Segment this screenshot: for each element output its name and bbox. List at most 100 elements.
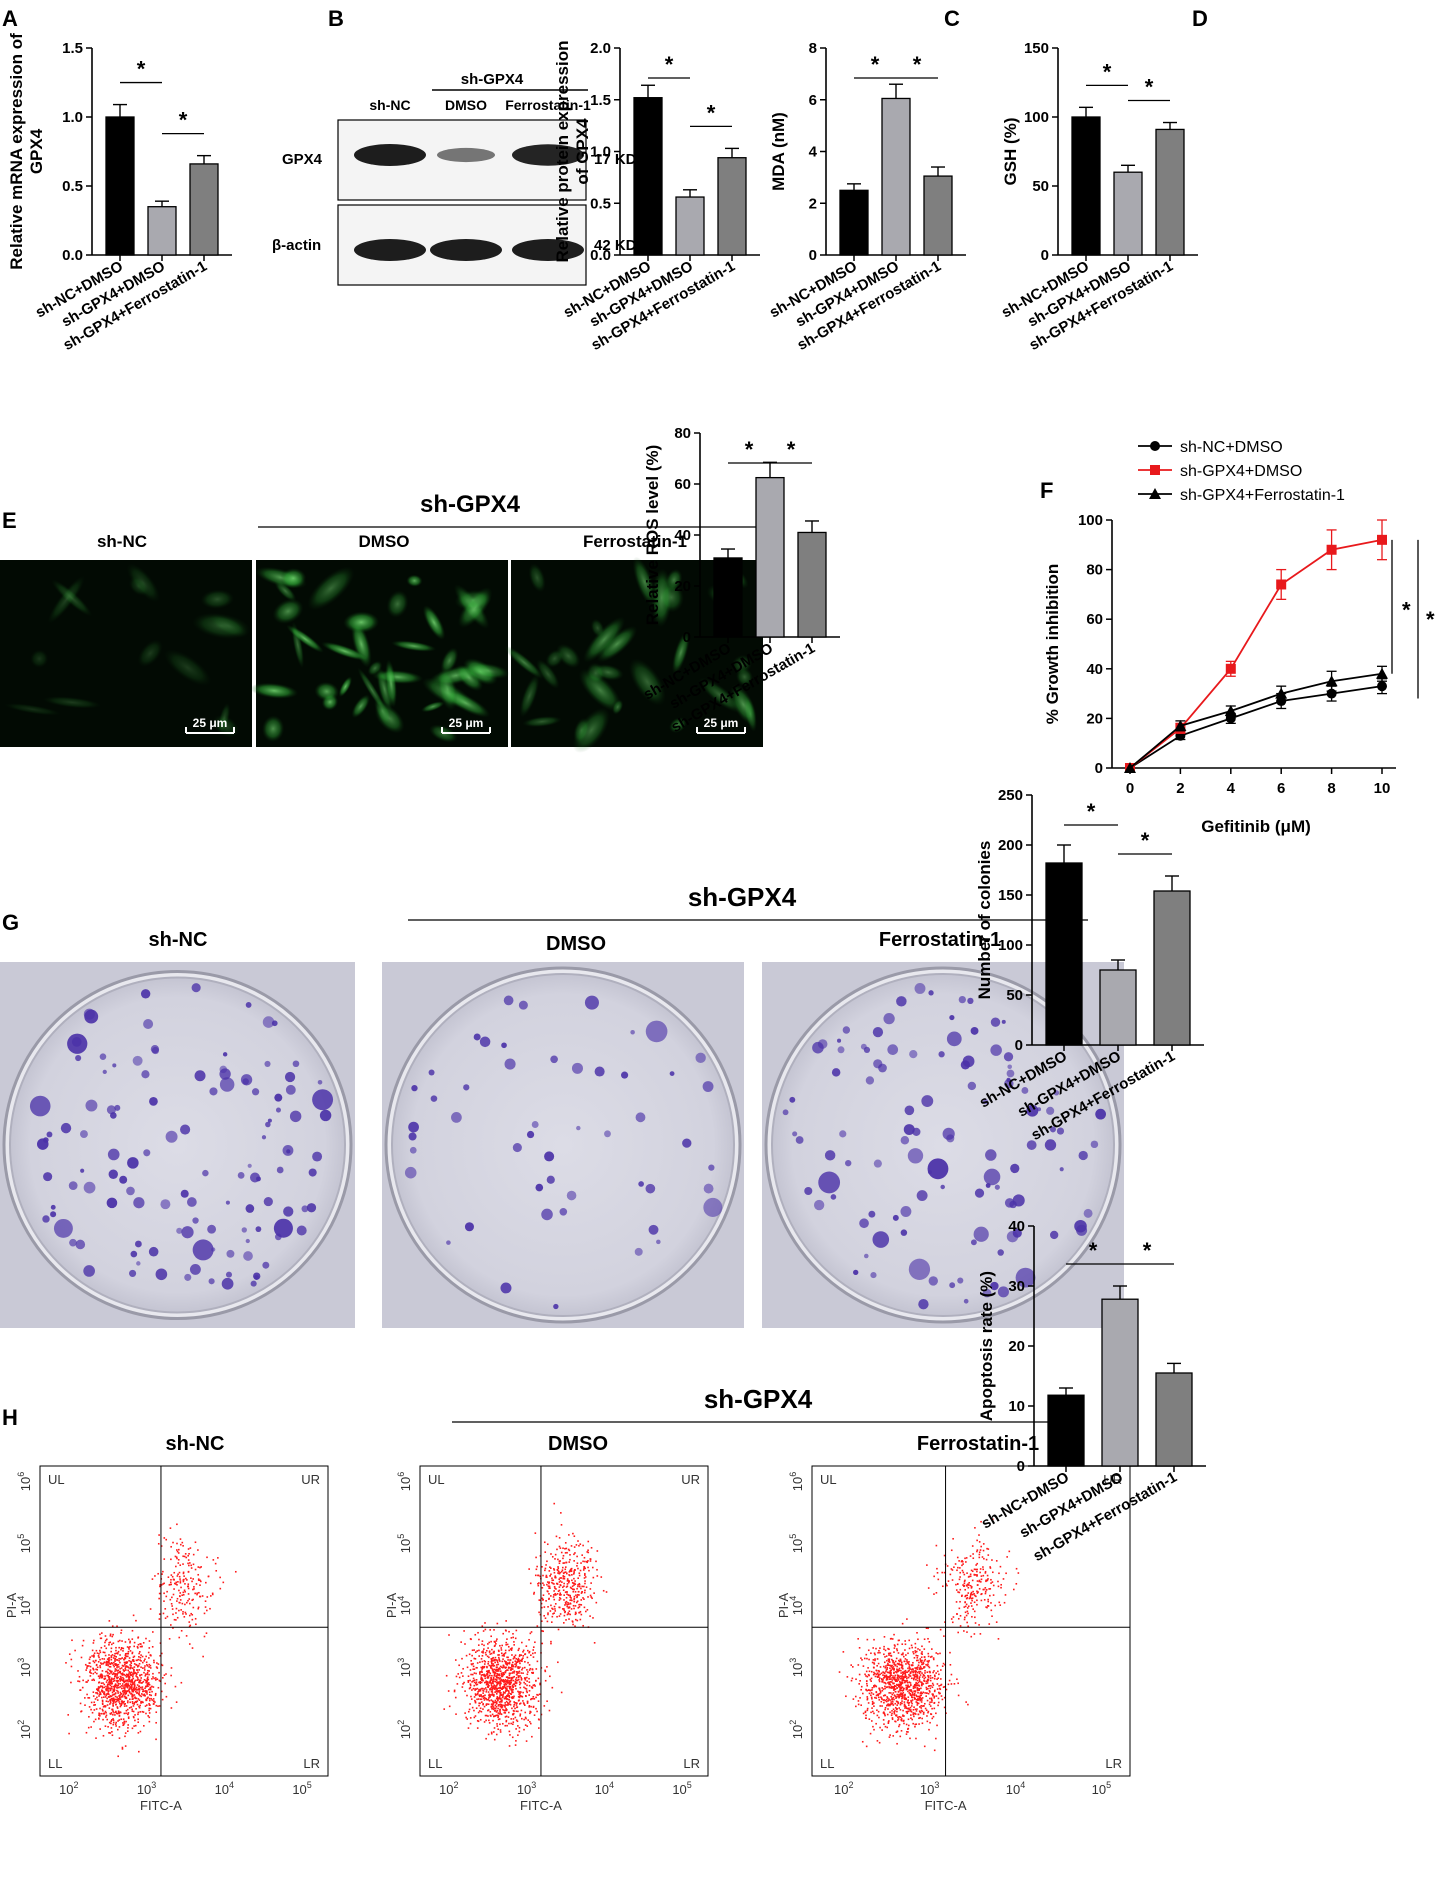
bar-2 — [675, 196, 705, 256]
event — [858, 1673, 861, 1676]
event — [149, 1654, 152, 1656]
event — [894, 1678, 897, 1681]
event — [497, 1718, 500, 1721]
event — [478, 1690, 480, 1692]
event — [964, 1601, 966, 1604]
event — [113, 1677, 116, 1680]
event — [123, 1703, 126, 1706]
event — [125, 1697, 128, 1700]
event — [909, 1671, 912, 1673]
event — [514, 1654, 517, 1657]
event — [499, 1692, 502, 1694]
event — [494, 1704, 497, 1707]
colony — [621, 1071, 629, 1079]
event — [546, 1583, 548, 1586]
event — [175, 1565, 177, 1568]
event — [873, 1652, 876, 1655]
event — [147, 1678, 150, 1681]
event — [918, 1717, 920, 1720]
wb-lane-label-3: Ferrostatin-1 — [505, 97, 591, 113]
event — [94, 1698, 97, 1700]
event — [105, 1681, 108, 1683]
colony — [868, 1210, 876, 1218]
colony — [132, 1055, 143, 1066]
event — [568, 1574, 571, 1577]
event — [897, 1679, 900, 1681]
event — [482, 1679, 484, 1682]
event — [519, 1702, 522, 1705]
event — [879, 1691, 882, 1694]
event — [576, 1619, 579, 1622]
event — [461, 1686, 464, 1688]
event — [870, 1692, 873, 1694]
event — [923, 1680, 926, 1682]
event — [173, 1582, 176, 1585]
event — [496, 1672, 498, 1675]
event — [573, 1577, 575, 1580]
event — [541, 1587, 544, 1589]
y-tick-label: 10 — [1008, 1398, 1025, 1415]
event — [475, 1681, 478, 1683]
event — [117, 1682, 120, 1685]
event — [587, 1560, 589, 1562]
event — [573, 1571, 575, 1574]
event — [562, 1557, 564, 1560]
event — [480, 1698, 483, 1701]
event — [880, 1672, 883, 1675]
event — [160, 1690, 163, 1693]
event — [120, 1632, 122, 1634]
event — [65, 1662, 67, 1664]
event — [869, 1689, 871, 1692]
event — [177, 1562, 180, 1564]
event — [130, 1687, 133, 1690]
event — [486, 1672, 489, 1674]
event — [899, 1688, 901, 1691]
event — [133, 1683, 136, 1685]
event — [887, 1682, 889, 1684]
colony — [918, 1299, 929, 1310]
event — [173, 1571, 176, 1574]
event — [133, 1716, 135, 1719]
event — [922, 1711, 925, 1714]
event — [896, 1693, 899, 1696]
colony — [262, 1261, 270, 1269]
event — [557, 1590, 560, 1592]
event — [483, 1663, 486, 1665]
event — [959, 1576, 961, 1578]
event — [132, 1614, 135, 1617]
event — [95, 1668, 97, 1671]
colony — [1001, 1019, 1006, 1024]
event — [920, 1667, 922, 1669]
event — [78, 1680, 81, 1683]
event — [911, 1693, 914, 1696]
event — [913, 1692, 916, 1695]
event — [959, 1600, 961, 1603]
event — [976, 1568, 978, 1571]
event — [117, 1686, 120, 1689]
event — [877, 1651, 879, 1654]
event — [100, 1663, 103, 1665]
event — [504, 1716, 507, 1718]
event — [986, 1574, 989, 1577]
event — [514, 1702, 517, 1704]
event — [558, 1572, 561, 1575]
event — [97, 1675, 100, 1677]
x-tick-label: 102 — [59, 1780, 78, 1797]
event — [500, 1678, 502, 1681]
event — [873, 1686, 875, 1688]
event — [972, 1553, 974, 1555]
event — [468, 1687, 471, 1690]
event — [918, 1695, 921, 1698]
event — [842, 1651, 845, 1653]
event — [955, 1583, 957, 1586]
event — [111, 1625, 114, 1627]
colony — [202, 1169, 209, 1177]
event — [888, 1660, 890, 1663]
colony — [225, 1200, 230, 1205]
event — [553, 1502, 556, 1505]
event — [914, 1670, 917, 1672]
event — [92, 1672, 95, 1675]
colony — [263, 1196, 273, 1207]
event — [908, 1639, 911, 1642]
event — [481, 1643, 483, 1646]
